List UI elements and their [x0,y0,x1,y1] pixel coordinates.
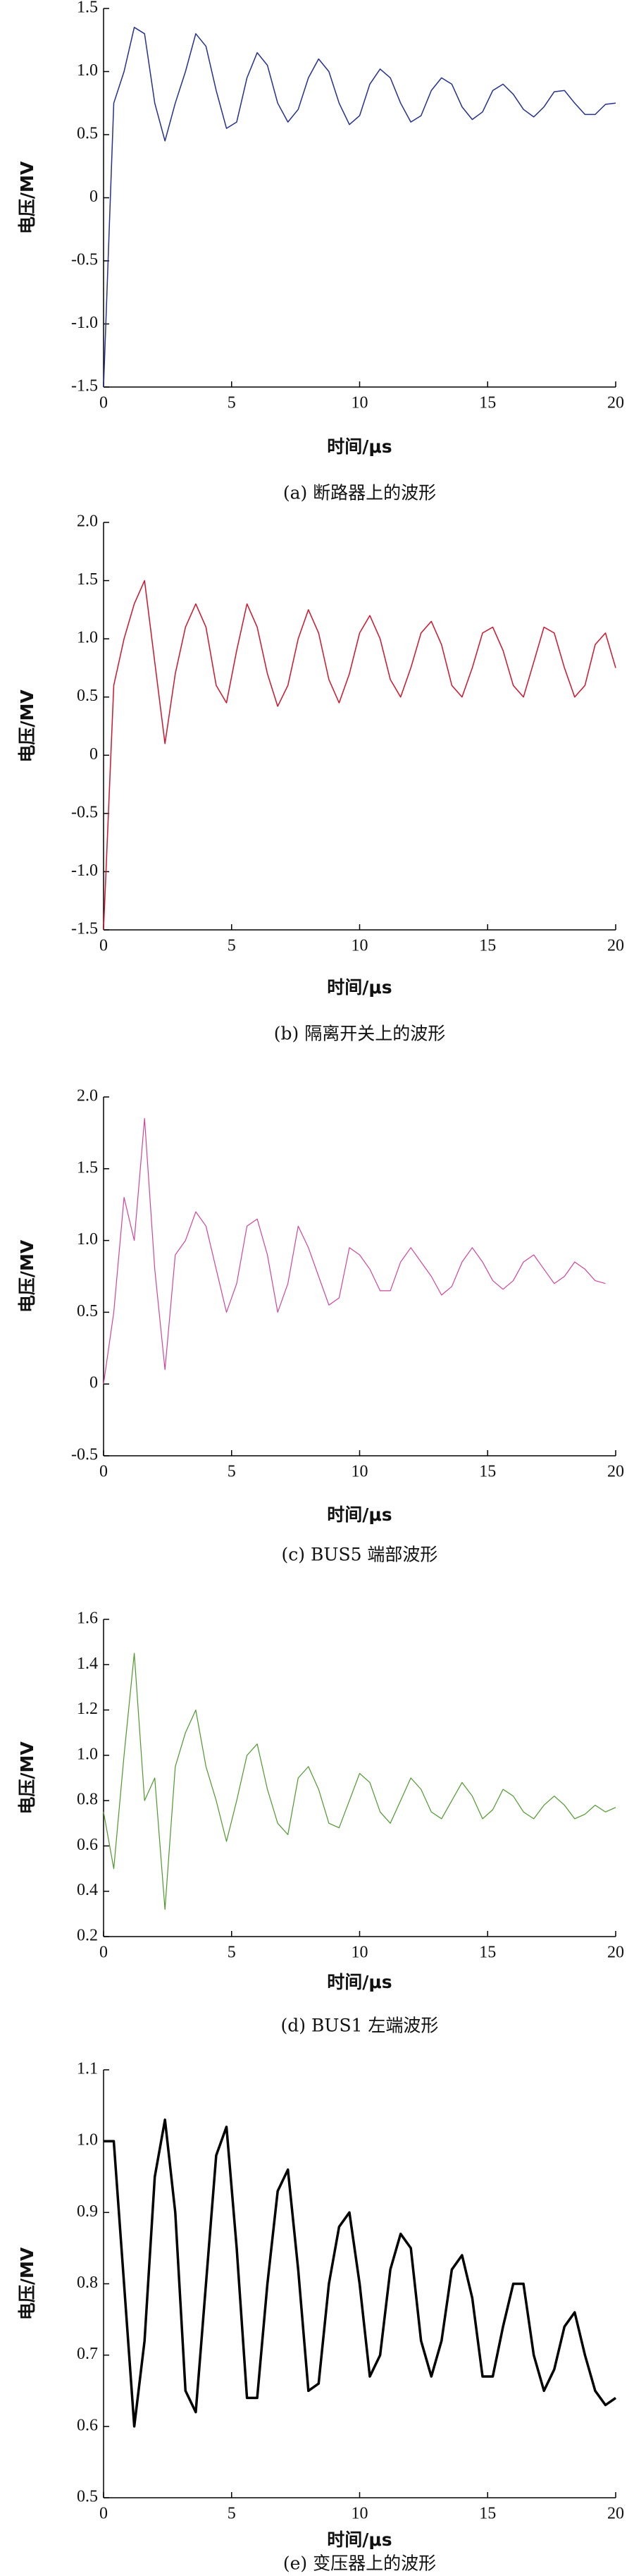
x-axis-label: 时间/μs [327,436,392,457]
y-tick-label: -1.0 [71,861,98,880]
x-tick-label: 10 [352,1944,368,1962]
y-tick-label: 1.0 [77,1745,98,1763]
y-tick-label: 0.5 [77,687,98,705]
caption: (c) BUS5 端部波形 [282,1545,438,1565]
caption: (a) 断路器上的波形 [283,483,436,503]
y-tick-label: 1.1 [77,2060,98,2078]
x-axis-label: 时间/μs [327,1972,392,1992]
x-tick-label: 15 [479,1944,496,1962]
y-tick-label: 0.5 [77,125,98,143]
x-tick-label: 0 [99,1463,108,1481]
y-tick-label: 0.7 [77,2345,98,2363]
y-tick-label: 0.2 [77,1927,98,1945]
y-tick-label: 1.5 [77,1158,98,1177]
y-tick-label: 1.4 [77,1655,98,1673]
y-tick-label: 0.5 [77,2488,98,2506]
waveform [103,1117,606,1385]
y-axis-label: 电压/MV [17,2247,37,2320]
caption: (d) BUS1 左端波形 [281,2016,439,2036]
x-tick-label: 15 [479,394,496,412]
y-tick-label: 1.0 [77,61,98,80]
y-tick-label: -1.0 [71,314,98,332]
y-axis-label: 电压/MV [17,689,37,763]
y-tick-label: 0.9 [77,2202,98,2221]
y-tick-label: 0.4 [77,1881,98,1899]
x-tick-label: 10 [352,2505,368,2523]
x-tick-label: 20 [607,2505,624,2523]
x-axis-label: 时间/μs [327,977,392,998]
x-tick-label: 15 [479,937,496,955]
y-tick-label: 1.0 [77,629,98,647]
x-axis-label: 时间/μs [327,1504,392,1525]
x-tick-label: 0 [99,394,108,412]
y-tick-label: -1.5 [71,377,98,395]
y-tick-label: 0.6 [77,2416,98,2434]
y-tick-label: 0 [89,1374,98,1392]
y-tick-label: 0.6 [77,1836,98,1854]
x-tick-label: 0 [99,1944,108,1962]
x-tick-label: 5 [228,1944,236,1962]
x-tick-label: 20 [607,1944,624,1962]
y-tick-label: 2.0 [77,513,98,531]
y-tick-label: -1.5 [71,920,98,938]
x-tick-label: 20 [607,937,624,955]
y-axis-label: 电压/MV [17,1239,37,1313]
y-tick-label: -0.5 [71,1446,98,1464]
x-tick-label: 5 [228,2505,236,2523]
y-tick-label: 1.0 [77,1230,98,1249]
y-tick-label: 0 [89,745,98,763]
x-tick-label: 20 [607,1463,624,1481]
caption: (e) 变压器上的波形 [283,2553,436,2574]
x-tick-label: 5 [228,394,236,412]
x-tick-label: 20 [607,394,624,412]
y-tick-label: 0.8 [77,2274,98,2292]
y-tick-label: 1.5 [77,570,98,589]
y-tick-label: 1.5 [77,0,98,17]
x-tick-label: 5 [228,937,236,955]
x-tick-label: 15 [479,2505,496,2523]
y-tick-label: 0.5 [77,1302,98,1320]
x-tick-label: 10 [352,937,368,955]
y-tick-label: 1.6 [77,1609,98,1628]
y-tick-label: 0 [89,188,98,206]
waveform [103,27,616,388]
waveform [103,1652,616,1910]
x-tick-label: 10 [352,1463,368,1481]
y-axis-label: 电压/MV [17,1741,37,1815]
y-tick-label: 1.2 [77,1700,98,1718]
y-tick-label: -0.5 [71,803,98,821]
x-axis-label: 时间/μs [327,2529,392,2550]
y-tick-label: 0.8 [77,1791,98,1809]
y-axis-label: 电压/MV [17,161,37,234]
y-tick-label: 1.0 [77,2131,98,2149]
x-tick-label: 5 [228,1463,236,1481]
x-tick-label: 0 [99,937,108,955]
caption: (b) 隔离开关上的波形 [274,1024,445,1044]
waveform [104,2118,617,2428]
y-tick-label: 2.0 [77,1087,98,1105]
x-tick-label: 15 [479,1463,496,1481]
waveform [103,579,616,931]
y-tick-label: -0.5 [71,251,98,269]
x-tick-label: 0 [99,2505,108,2523]
x-tick-label: 10 [352,394,368,412]
